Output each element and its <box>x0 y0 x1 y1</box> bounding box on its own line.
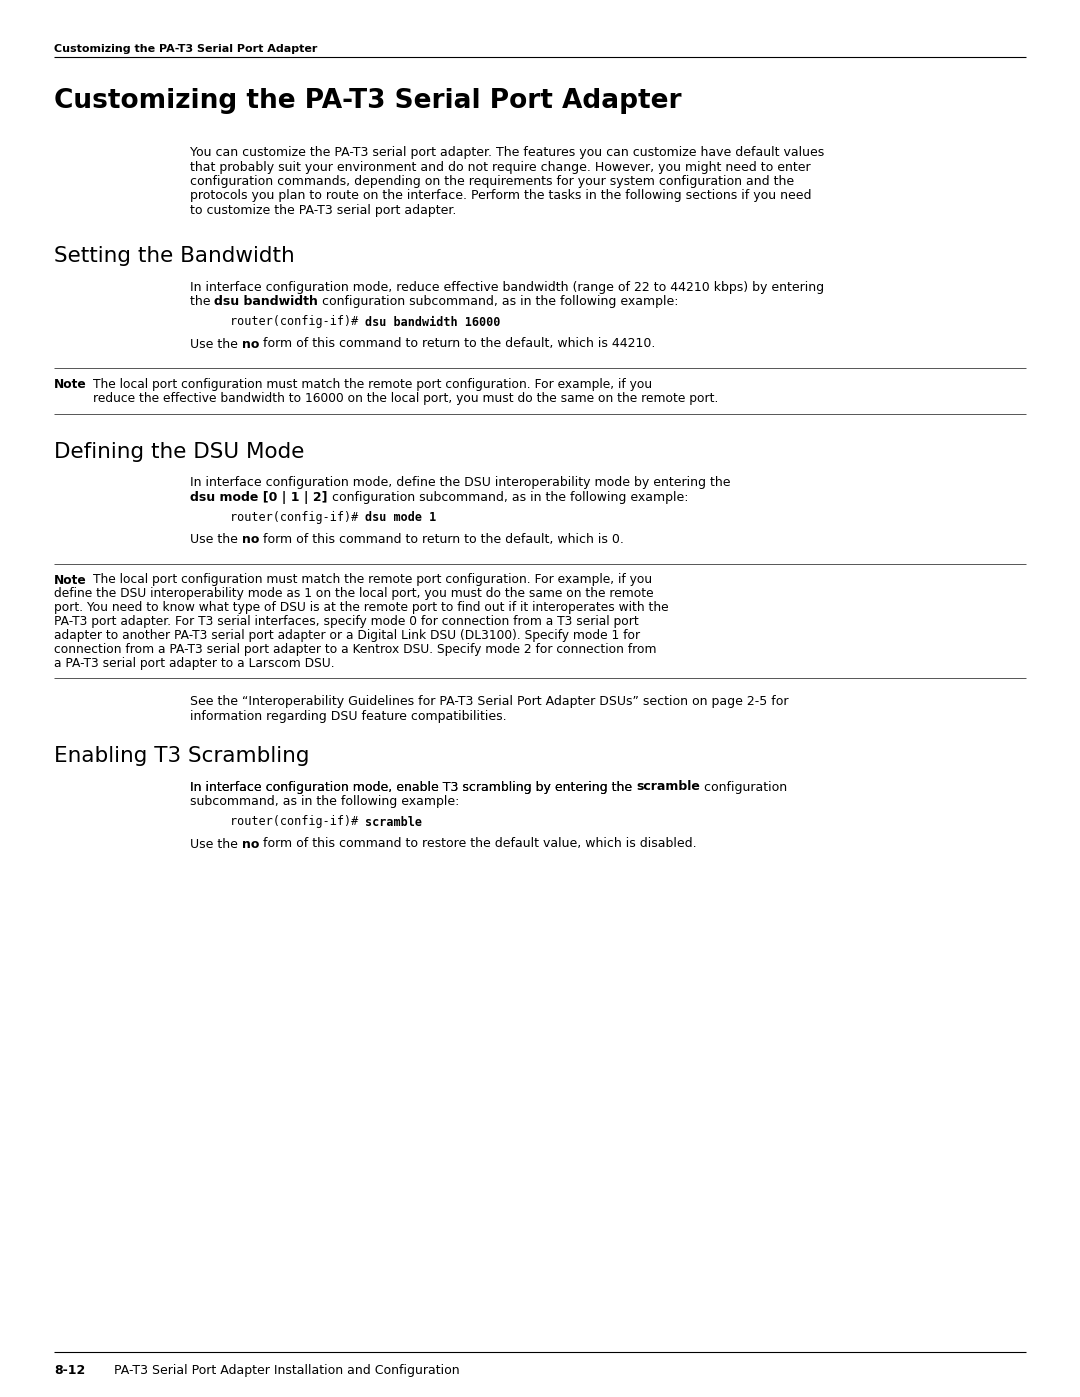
Text: port. You need to know what type of DSU is at the remote port to find out if it : port. You need to know what type of DSU … <box>54 602 669 615</box>
Text: form of this command to restore the default value, which is disabled.: form of this command to restore the defa… <box>259 837 697 851</box>
Text: configuration subcommand, as in the following example:: configuration subcommand, as in the foll… <box>327 490 688 503</box>
Text: subcommand, as in the following example:: subcommand, as in the following example: <box>190 795 459 807</box>
Text: scramble: scramble <box>636 781 700 793</box>
Text: form of this command to return to the default, which is 0.: form of this command to return to the de… <box>259 534 624 546</box>
Text: router(config-if)#: router(config-if)# <box>230 511 365 524</box>
Text: Note: Note <box>54 574 86 587</box>
Text: to customize the PA-T3 serial port adapter.: to customize the PA-T3 serial port adapt… <box>190 204 457 217</box>
Text: no: no <box>242 534 259 546</box>
Text: Use the: Use the <box>190 534 242 546</box>
Text: The local port configuration must match the remote port configuration. For examp: The local port configuration must match … <box>93 379 652 391</box>
Text: PA-T3 Serial Port Adapter Installation and Configuration: PA-T3 Serial Port Adapter Installation a… <box>114 1363 460 1377</box>
Text: no: no <box>242 338 259 351</box>
Text: connection from a PA-T3 serial port adapter to a Kentrox DSU. Specify mode 2 for: connection from a PA-T3 serial port adap… <box>54 644 657 657</box>
Text: dsu mode [0 | 1 | 2]: dsu mode [0 | 1 | 2] <box>190 490 327 503</box>
Text: scramble: scramble <box>365 816 422 828</box>
Text: dsu mode 1: dsu mode 1 <box>365 511 436 524</box>
Text: In interface configuration mode, define the DSU interoperability mode by enterin: In interface configuration mode, define … <box>190 476 730 489</box>
Text: Defining the DSU Mode: Defining the DSU Mode <box>54 441 305 462</box>
Text: reduce the effective bandwidth to 16000 on the local port, you must do the same : reduce the effective bandwidth to 16000 … <box>93 393 718 405</box>
Text: See the “Interoperability Guidelines for PA-T3 Serial Port Adapter DSUs” section: See the “Interoperability Guidelines for… <box>190 696 788 708</box>
Text: configuration commands, depending on the requirements for your system configurat: configuration commands, depending on the… <box>190 175 794 189</box>
Text: router(config-if)#: router(config-if)# <box>230 316 365 328</box>
Text: no: no <box>242 837 259 851</box>
Text: In interface configuration mode, enable T3 scrambling by entering the: In interface configuration mode, enable … <box>190 781 636 793</box>
Text: router(config-if)#: router(config-if)# <box>230 816 365 828</box>
Text: PA-T3 port adapter. For T3 serial interfaces, specify mode 0 for connection from: PA-T3 port adapter. For T3 serial interf… <box>54 616 638 629</box>
Text: Use the: Use the <box>190 338 242 351</box>
Text: dsu bandwidth 16000: dsu bandwidth 16000 <box>365 316 501 328</box>
Text: protocols you plan to route on the interface. Perform the tasks in the following: protocols you plan to route on the inter… <box>190 190 811 203</box>
Text: dsu bandwidth: dsu bandwidth <box>215 295 319 307</box>
Text: In interface configuration mode, reduce effective bandwidth (range of 22 to 4421: In interface configuration mode, reduce … <box>190 281 824 293</box>
Text: define the DSU interoperability mode as 1 on the local port, you must do the sam: define the DSU interoperability mode as … <box>54 588 653 601</box>
Text: Enabling T3 Scrambling: Enabling T3 Scrambling <box>54 746 310 767</box>
Text: Setting the Bandwidth: Setting the Bandwidth <box>54 246 295 267</box>
Text: You can customize the PA-T3 serial port adapter. The features you can customize : You can customize the PA-T3 serial port … <box>190 147 824 159</box>
Text: The local port configuration must match the remote port configuration. For examp: The local port configuration must match … <box>93 574 652 587</box>
Text: Use the: Use the <box>190 837 242 851</box>
Text: that probably suit your environment and do not require change. However, you migh: that probably suit your environment and … <box>190 161 811 173</box>
Text: Customizing the PA-T3 Serial Port Adapter: Customizing the PA-T3 Serial Port Adapte… <box>54 88 681 115</box>
Text: Customizing the PA-T3 Serial Port Adapter: Customizing the PA-T3 Serial Port Adapte… <box>54 43 318 54</box>
Text: adapter to another PA-T3 serial port adapter or a Digital Link DSU (DL3100). Spe: adapter to another PA-T3 serial port ada… <box>54 630 640 643</box>
Text: the: the <box>190 295 215 307</box>
Text: In interface configuration mode, enable T3 scrambling by entering the: In interface configuration mode, enable … <box>190 781 636 793</box>
Text: 8-12: 8-12 <box>54 1363 85 1377</box>
Text: configuration subcommand, as in the following example:: configuration subcommand, as in the foll… <box>319 295 679 307</box>
Text: Note: Note <box>54 379 86 391</box>
Text: information regarding DSU feature compatibilities.: information regarding DSU feature compat… <box>190 710 507 724</box>
Text: form of this command to return to the default, which is 44210.: form of this command to return to the de… <box>259 338 656 351</box>
Text: configuration: configuration <box>700 781 787 793</box>
Text: a PA-T3 serial port adapter to a Larscom DSU.: a PA-T3 serial port adapter to a Larscom… <box>54 658 335 671</box>
